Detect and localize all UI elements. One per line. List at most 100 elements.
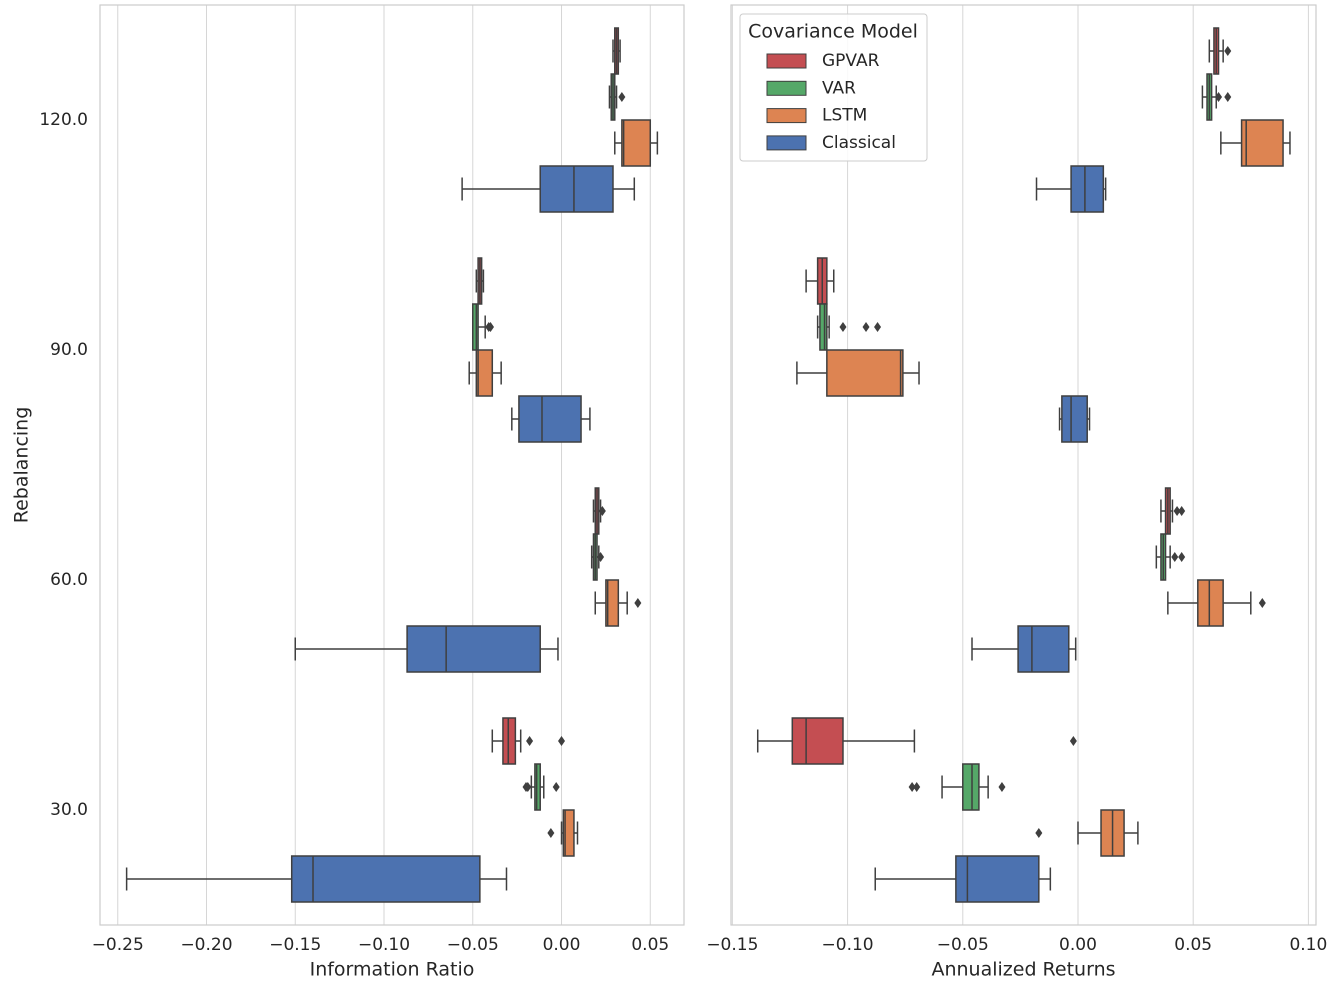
box [502, 717, 517, 765]
box [962, 763, 980, 811]
y-tick-label: 90.0 [50, 340, 88, 360]
x-tick-label: −0.20 [180, 935, 232, 955]
flier [1173, 506, 1181, 516]
legend-title: Covariance Model [748, 21, 918, 43]
box-group [971, 625, 1077, 673]
box-group [468, 349, 502, 397]
plot-frame [730, 4, 1317, 926]
box-group [522, 763, 560, 811]
box-group [608, 73, 626, 121]
flier [547, 828, 555, 838]
box-group [805, 257, 835, 305]
flier [1224, 92, 1232, 102]
box [1240, 119, 1284, 167]
flier [598, 506, 606, 516]
box-group [1155, 533, 1186, 581]
legend-label: GPVAR [822, 51, 880, 71]
box-group [874, 855, 1052, 903]
box-group [908, 763, 1006, 811]
box-group [1208, 27, 1232, 75]
box [1070, 165, 1105, 213]
flier [839, 322, 847, 332]
box [621, 119, 652, 167]
flier [618, 92, 626, 102]
box [1197, 579, 1224, 627]
x-tick-label: −0.25 [92, 935, 144, 955]
x-tick-label: 0.05 [631, 935, 669, 955]
x-tick-label: −0.15 [706, 935, 758, 955]
box [472, 303, 479, 351]
box [1061, 395, 1088, 443]
box [562, 809, 575, 857]
flier [913, 782, 921, 792]
box-group [592, 487, 606, 535]
x-axis-label: Information Ratio [310, 959, 475, 981]
x-tick-label: 0.00 [1059, 935, 1097, 955]
plot-frame [99, 4, 685, 926]
flier [1069, 736, 1077, 746]
legend-swatch [766, 53, 807, 69]
x-tick-label: −0.05 [937, 935, 989, 955]
flier [1258, 598, 1266, 608]
box-group [472, 303, 495, 351]
y-axis-label: Rebalancing [11, 407, 33, 524]
flier [634, 598, 642, 608]
flier [1224, 46, 1232, 56]
flier [558, 736, 566, 746]
box-group [612, 27, 621, 75]
box [475, 349, 494, 397]
box-group [491, 717, 566, 765]
legend-swatch [766, 108, 807, 124]
x-tick-label: −0.05 [447, 935, 499, 955]
box [605, 579, 620, 627]
y-tick-label: 120.0 [39, 110, 88, 130]
box-group [594, 579, 642, 627]
flier [1178, 506, 1186, 516]
flier [597, 552, 605, 562]
flier [526, 736, 534, 746]
x-tick-label: −0.10 [358, 935, 410, 955]
y-tick-label: 30.0 [50, 800, 88, 820]
flier [1215, 92, 1223, 102]
box-group [796, 349, 920, 397]
box-group [1058, 395, 1091, 443]
flier [874, 322, 882, 332]
box [955, 855, 1040, 903]
x-tick-label: 0.05 [1174, 935, 1212, 955]
legend-label: LSTM [822, 106, 867, 126]
box [791, 717, 844, 765]
box-group [1201, 73, 1232, 121]
flier [1178, 552, 1186, 562]
flier [908, 782, 916, 792]
box-group [1160, 487, 1186, 535]
box [406, 625, 541, 673]
box-group [125, 855, 508, 903]
x-tick-label: −0.10 [822, 935, 874, 955]
flier [1171, 552, 1179, 562]
x-tick-label: 0.10 [1289, 935, 1327, 955]
box [290, 855, 481, 903]
box-group [1035, 809, 1139, 857]
flier [1035, 828, 1043, 838]
legend-label: VAR [822, 78, 856, 98]
box-group [1220, 119, 1291, 167]
legend-swatch [766, 80, 807, 96]
flier [552, 782, 560, 792]
box-group [511, 395, 591, 443]
box-group [590, 533, 605, 581]
legend-swatch [766, 135, 807, 151]
box [1017, 625, 1070, 673]
box [539, 165, 614, 213]
box-group [461, 165, 636, 213]
box-group [756, 717, 1077, 765]
box-group [816, 303, 882, 351]
x-tick-label: −0.15 [269, 935, 321, 955]
flier [524, 782, 532, 792]
box [518, 395, 582, 443]
box-group [1167, 579, 1266, 627]
box-group [614, 119, 659, 167]
flier [487, 322, 495, 332]
box [534, 763, 541, 811]
y-tick-label: 60.0 [50, 570, 88, 590]
